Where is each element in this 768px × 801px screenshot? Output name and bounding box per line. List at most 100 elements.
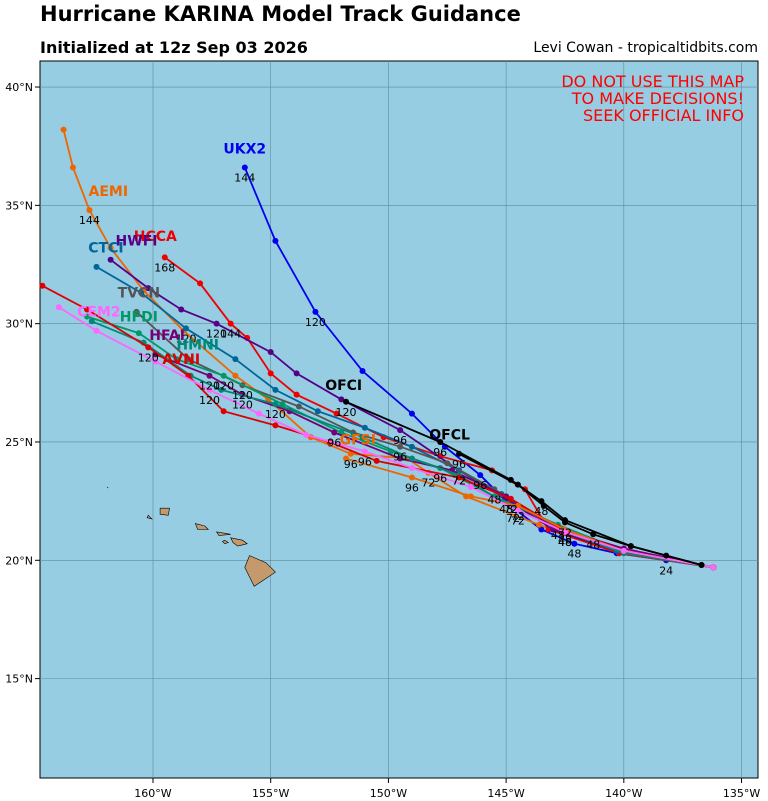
- track-point: [133, 308, 140, 315]
- track-point: [590, 531, 597, 538]
- hour-label: 96: [393, 434, 407, 447]
- hour-label: 168: [154, 261, 175, 274]
- x-tick-label: 160°W: [134, 787, 171, 800]
- x-tick-label: 155°W: [252, 787, 289, 800]
- track-point: [60, 126, 67, 133]
- track-point: [173, 356, 180, 363]
- track-point: [333, 410, 340, 417]
- track-point: [135, 330, 142, 337]
- track-point: [507, 495, 514, 502]
- track-point: [197, 280, 204, 287]
- track-point: [347, 450, 354, 457]
- source-credit: Levi Cowan - tropicaltidbits.com: [533, 40, 758, 56]
- island: [194, 523, 210, 530]
- track-point: [397, 443, 404, 450]
- y-tick-label: 30°N: [5, 318, 33, 331]
- warning-text: DO NOT USE THIS MAP TO MAKE DECISIONS! S…: [561, 72, 744, 125]
- track-point: [272, 237, 279, 244]
- track-point: [408, 465, 415, 472]
- track-point: [107, 244, 114, 251]
- y-tick-label: 40°N: [5, 81, 33, 94]
- track-point: [272, 422, 279, 429]
- island: [215, 531, 231, 536]
- hour-label: 96: [358, 455, 372, 468]
- hour-label: 144: [79, 214, 100, 227]
- track-point: [272, 401, 279, 408]
- model-label-hfai: HFAI: [149, 328, 185, 344]
- hour-label: 96: [393, 451, 407, 464]
- track-point: [312, 308, 319, 315]
- model-label-tvcn: TVCN: [118, 286, 160, 302]
- x-tick-label: 150°W: [370, 787, 407, 800]
- track-point: [293, 370, 300, 377]
- track-point: [295, 403, 302, 410]
- y-tick-label: 35°N: [5, 199, 33, 212]
- track-point: [343, 455, 350, 462]
- island: [244, 555, 276, 587]
- x-tick-label: 135°W: [723, 787, 760, 800]
- hour-label: 48: [487, 493, 501, 506]
- warning-line-2: TO MAKE DECISIONS!: [571, 89, 744, 108]
- track-point: [397, 427, 404, 434]
- hour-label: 48: [534, 505, 548, 518]
- hour-label: 72: [511, 510, 525, 523]
- model-tracks: [39, 126, 717, 571]
- track-point: [152, 358, 159, 365]
- model-label-hfdi: HFDI: [120, 309, 158, 325]
- x-tick-label: 145°W: [487, 787, 524, 800]
- hour-label: 48: [558, 536, 572, 549]
- island: [146, 514, 153, 520]
- track-point: [359, 434, 366, 441]
- x-tick-label: 140°W: [605, 787, 642, 800]
- track-point: [343, 398, 350, 405]
- model-label-hwfi: HWFI: [116, 234, 158, 250]
- track-point: [145, 285, 152, 292]
- hour-label: 72: [452, 474, 466, 487]
- track-point: [185, 356, 192, 363]
- hour-label: 120: [175, 332, 196, 345]
- hour-label: 48: [558, 536, 572, 549]
- hour-label: 120: [265, 408, 286, 421]
- track-point: [84, 313, 91, 320]
- track-point: [514, 507, 521, 514]
- track-point: [361, 424, 368, 431]
- hour-label: 72: [504, 503, 518, 516]
- track-point: [107, 256, 114, 263]
- track-point: [538, 526, 545, 533]
- hour-label: 96: [433, 446, 447, 459]
- track-point: [84, 306, 91, 313]
- track-point: [218, 386, 225, 393]
- track-point: [359, 367, 366, 374]
- hour-label: 96: [344, 458, 358, 471]
- track-point: [303, 431, 310, 438]
- hour-label: 96: [405, 481, 419, 494]
- track-point: [408, 443, 415, 450]
- model-label-ukx2: UKX2: [223, 141, 266, 157]
- track-cem2: [55, 304, 717, 571]
- model-label-ofcl: OFCL: [429, 428, 470, 444]
- track-point: [408, 455, 415, 462]
- track-point: [540, 502, 547, 509]
- track-point: [88, 318, 95, 325]
- hour-label: 144: [220, 328, 241, 341]
- hour-label: 120: [138, 351, 159, 364]
- track-point: [561, 519, 568, 526]
- axis-ticks: 160°W 155°W 150°W 145°W 140°W 135°W 15°N 20°N 25…: [5, 81, 760, 800]
- track-point: [467, 483, 474, 490]
- track-point: [561, 528, 568, 535]
- track-point: [437, 438, 444, 445]
- hour-label: 48: [558, 534, 572, 547]
- model-label-hcca: HCCA: [134, 229, 177, 245]
- track-point: [93, 327, 100, 334]
- track-point: [138, 289, 145, 296]
- track-point: [456, 474, 463, 481]
- hour-label: 24: [659, 564, 673, 577]
- hour-label: 120: [199, 380, 220, 393]
- track-point: [620, 547, 627, 554]
- track-point: [145, 344, 152, 351]
- hour-label: 72: [506, 512, 520, 525]
- track-point: [331, 429, 338, 436]
- track-point: [213, 320, 220, 327]
- track-point: [39, 282, 46, 289]
